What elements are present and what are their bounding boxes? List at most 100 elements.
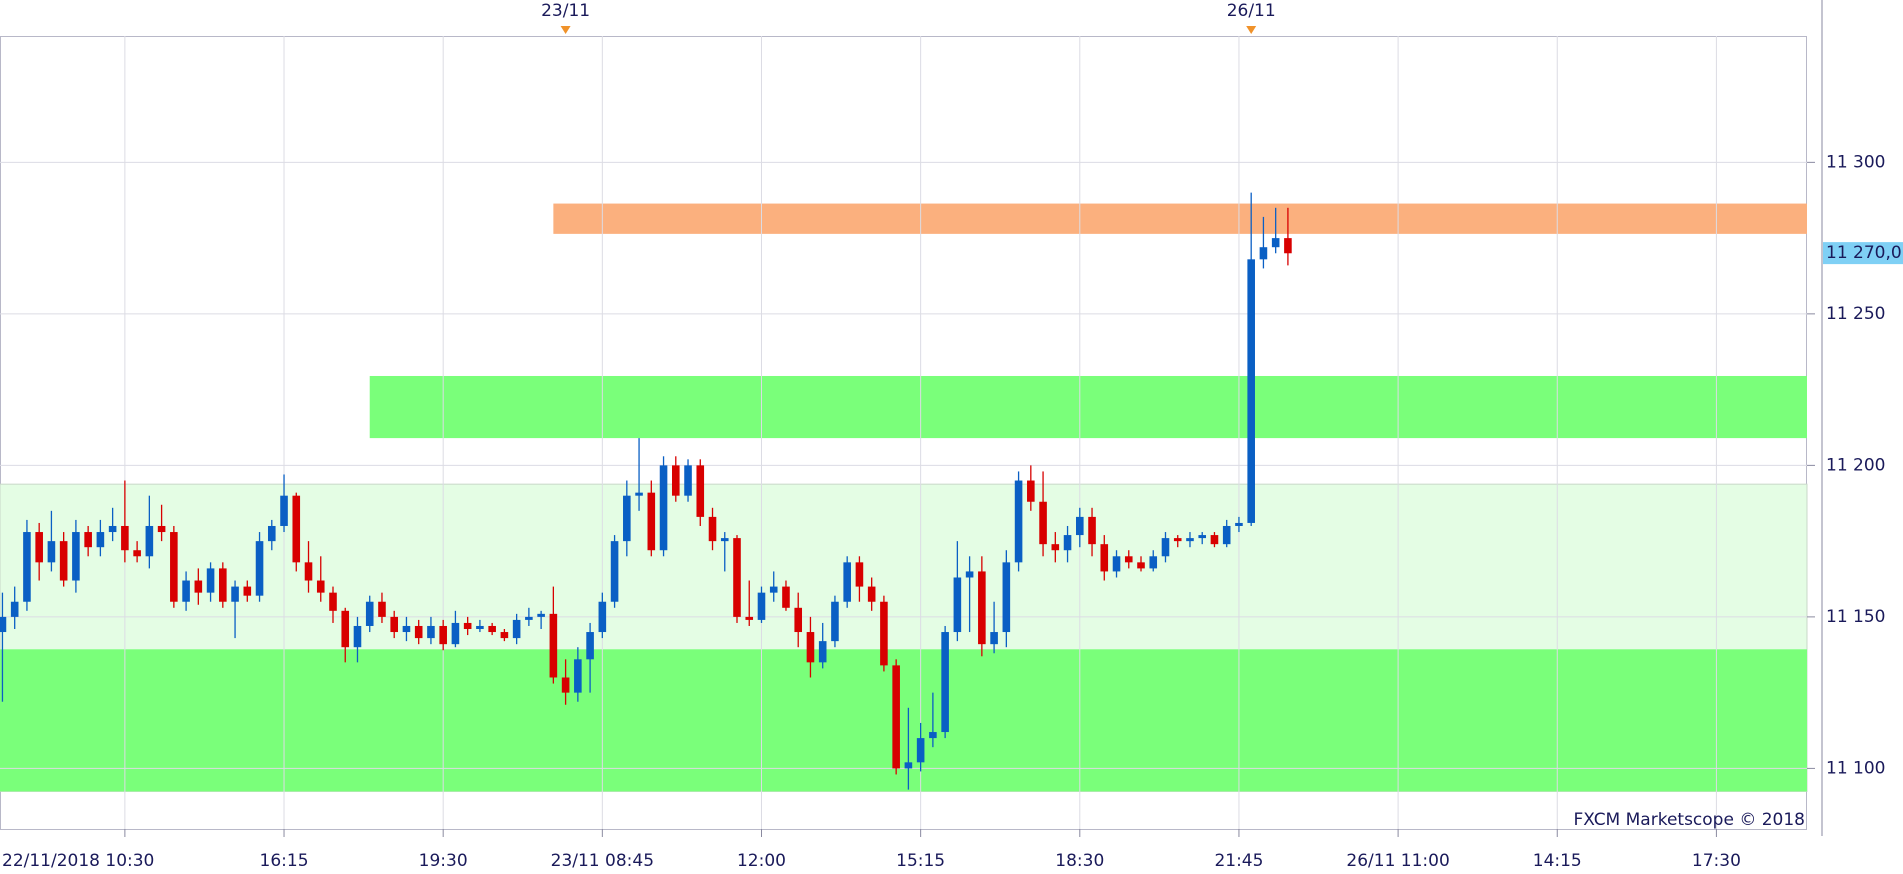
y-tick-label: 11 300 bbox=[1826, 152, 1885, 172]
candle-body bbox=[745, 616, 754, 620]
candle-body bbox=[329, 592, 337, 611]
candle-body bbox=[378, 601, 386, 617]
day-marker bbox=[560, 26, 571, 34]
candle-body bbox=[1235, 522, 1243, 526]
x-tick-label: 14:15 bbox=[1533, 851, 1582, 871]
candle-body bbox=[1149, 556, 1158, 569]
candle-body bbox=[353, 625, 362, 648]
candle-body bbox=[47, 541, 56, 563]
x-tick-label: 19:30 bbox=[419, 851, 468, 871]
candle-body bbox=[500, 632, 509, 639]
candle-body bbox=[720, 538, 729, 542]
candle-body bbox=[549, 613, 558, 678]
candle-body bbox=[1173, 538, 1182, 542]
zone bbox=[369, 375, 1807, 439]
candle-body bbox=[390, 616, 399, 633]
last-price-label: 11 270,05 bbox=[1826, 243, 1903, 263]
candle-body bbox=[1222, 525, 1231, 545]
candle-body bbox=[255, 541, 264, 596]
candle-body bbox=[1137, 562, 1145, 569]
candle-body bbox=[831, 601, 839, 642]
candle-body bbox=[316, 580, 325, 593]
candle-body bbox=[574, 659, 582, 693]
candle-body bbox=[794, 607, 803, 633]
candle-body bbox=[96, 532, 105, 548]
candle-body bbox=[1186, 538, 1194, 542]
x-tick-label: 15:15 bbox=[896, 851, 945, 871]
x-tick-label: 21:45 bbox=[1214, 851, 1263, 871]
y-tick-label: 11 150 bbox=[1826, 607, 1885, 627]
candle-body bbox=[1100, 544, 1109, 572]
watermark: FXCM Marketscope © 2018 bbox=[1574, 810, 1806, 830]
candle-body bbox=[978, 571, 986, 645]
candle-body bbox=[206, 568, 215, 593]
zone bbox=[0, 649, 1807, 792]
y-tick-label: 11 250 bbox=[1826, 304, 1885, 324]
candle-body bbox=[916, 738, 925, 763]
candle-body bbox=[219, 568, 227, 602]
candle-body bbox=[194, 580, 203, 593]
candle-body bbox=[965, 571, 974, 578]
candle-body bbox=[1161, 538, 1170, 557]
candle-body bbox=[684, 465, 692, 496]
candle-body bbox=[598, 601, 607, 633]
candle-body bbox=[145, 525, 154, 557]
last-price-box bbox=[1823, 242, 1903, 265]
candle-body bbox=[23, 532, 31, 602]
candle-body bbox=[133, 550, 141, 557]
candle-body bbox=[231, 586, 239, 602]
candle-body bbox=[659, 465, 668, 551]
candle-body bbox=[733, 538, 741, 617]
candle-body bbox=[953, 577, 962, 633]
candle-body bbox=[1014, 480, 1023, 563]
candle-body bbox=[1027, 480, 1035, 502]
candle-body bbox=[708, 516, 717, 542]
candle-body bbox=[427, 625, 435, 639]
candle-body bbox=[1271, 238, 1280, 248]
candle-body bbox=[1247, 259, 1255, 523]
candle-body bbox=[855, 562, 864, 587]
candle-body bbox=[1198, 535, 1207, 539]
day-marker-label: 26/11 bbox=[1227, 1, 1276, 21]
candle-body bbox=[414, 625, 423, 639]
candle-body bbox=[892, 665, 900, 769]
candle-body bbox=[84, 532, 92, 548]
candle-body bbox=[818, 641, 827, 663]
candle-body bbox=[806, 632, 815, 663]
x-tick-label: 26/11 11:00 bbox=[1346, 851, 1449, 871]
candle-body bbox=[0, 616, 7, 633]
candle-body bbox=[243, 586, 252, 596]
candle-body bbox=[990, 632, 998, 645]
x-tick-label: 22/11/2018 10:30 bbox=[2, 851, 154, 871]
candle-body bbox=[1063, 535, 1072, 551]
candle-body bbox=[121, 525, 129, 551]
candle-body bbox=[782, 586, 790, 608]
candle-body bbox=[880, 601, 888, 666]
candle-body bbox=[929, 732, 937, 739]
candle-body bbox=[35, 532, 43, 563]
candle-body bbox=[610, 541, 619, 602]
candle-body bbox=[635, 492, 643, 496]
candle-body bbox=[488, 625, 496, 633]
candle-body bbox=[451, 622, 460, 645]
candle-body bbox=[476, 625, 484, 630]
candle-body bbox=[843, 562, 851, 602]
y-tick-label: 11 200 bbox=[1826, 455, 1885, 475]
candle-body bbox=[1124, 556, 1133, 563]
candle-body bbox=[1259, 247, 1268, 260]
candle-body bbox=[1210, 535, 1219, 545]
candle-body bbox=[525, 616, 533, 620]
candle-body bbox=[304, 562, 313, 581]
candle-body bbox=[365, 601, 374, 626]
candle-body bbox=[1039, 501, 1047, 545]
candle-body bbox=[157, 525, 166, 533]
candle-body bbox=[182, 580, 190, 602]
candle-body bbox=[1075, 516, 1084, 536]
candle-body bbox=[1002, 562, 1011, 633]
candle-body bbox=[586, 632, 594, 660]
candle-body bbox=[1284, 238, 1292, 254]
candle-body bbox=[439, 625, 447, 645]
candle-body bbox=[867, 586, 876, 602]
candle-body bbox=[341, 610, 350, 648]
